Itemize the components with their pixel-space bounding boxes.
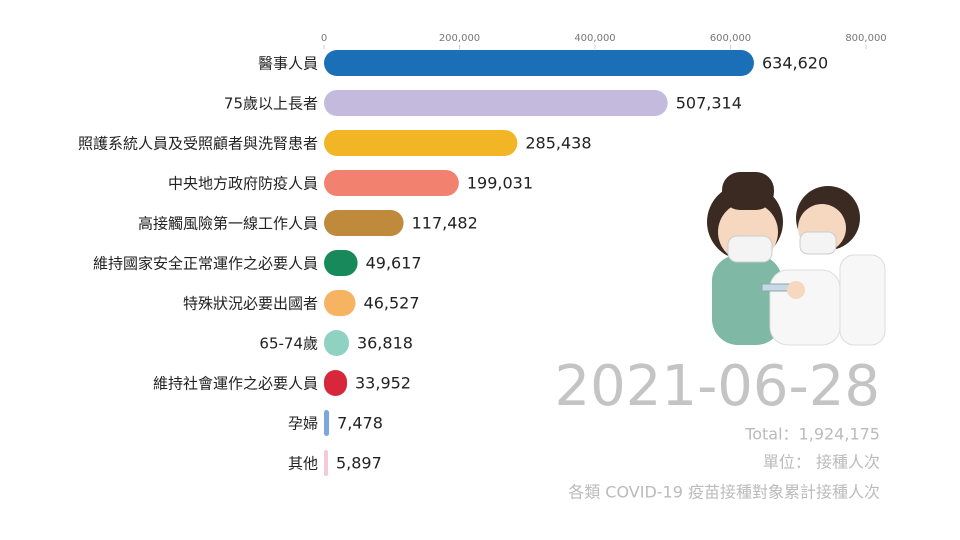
- category-label: 75歲以上長者: [224, 95, 318, 113]
- illustration: [707, 172, 886, 346]
- category-label: 孕婦: [288, 415, 318, 433]
- value-label: 634,620: [762, 54, 828, 73]
- x-tick-label: 400,000: [574, 33, 615, 44]
- bar: [324, 210, 404, 236]
- value-label: 7,478: [337, 414, 383, 433]
- category-label: 照護系統人員及受照顧者與洗腎患者: [78, 135, 318, 153]
- unit: 單位： 接種人次: [763, 453, 880, 472]
- bar: [324, 290, 356, 316]
- bar: [324, 50, 754, 76]
- value-label: 117,482: [412, 214, 478, 233]
- total: Total：1,924,175: [744, 425, 880, 444]
- bar: [324, 170, 459, 196]
- value-label: 285,438: [525, 134, 591, 153]
- bar: [324, 330, 349, 356]
- value-label: 5,897: [336, 454, 382, 473]
- category-label: 高接觸風險第一線工作人員: [138, 215, 318, 233]
- bar: [324, 410, 330, 436]
- bar: [324, 370, 348, 396]
- category-label: 65-74歲: [259, 335, 318, 353]
- x-tick-label: 0: [321, 33, 327, 44]
- category-label: 其他: [288, 455, 318, 473]
- x-tick-label: 800,000: [845, 33, 886, 44]
- value-label: 36,818: [357, 334, 413, 353]
- value-label: 199,031: [467, 174, 533, 193]
- category-label: 醫事人員: [258, 55, 318, 73]
- bar: [324, 130, 518, 156]
- category-label: 中央地方政府防疫人員: [168, 175, 318, 193]
- subtitle: 各類 COVID-19 疫苗接種對象累計接種人次: [568, 483, 880, 502]
- x-tick-label: 200,000: [439, 33, 480, 44]
- category-label: 維持國家安全正常運作之必要人員: [93, 255, 318, 273]
- bar: [324, 450, 328, 476]
- bar: [324, 250, 358, 276]
- value-label: 46,527: [364, 294, 420, 313]
- bar: [324, 90, 668, 116]
- date: 2021-06-28: [555, 354, 880, 419]
- value-label: 507,314: [676, 94, 742, 113]
- category-label: 特殊狀況必要出國者: [183, 295, 318, 313]
- category-label: 維持社會運作之必要人員: [153, 375, 318, 393]
- value-label: 33,952: [355, 374, 411, 393]
- x-tick-label: 600,000: [710, 33, 751, 44]
- value-label: 49,617: [366, 254, 422, 273]
